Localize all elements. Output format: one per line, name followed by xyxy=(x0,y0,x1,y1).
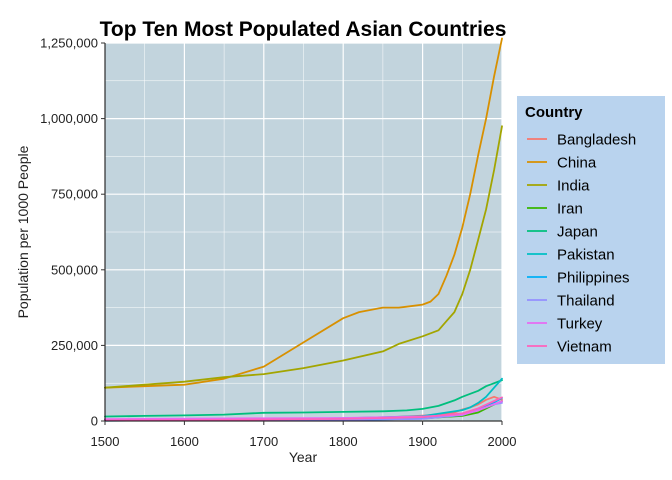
y-tick-label: 0 xyxy=(91,414,98,429)
legend-item-pakistan: Pakistan xyxy=(527,247,615,264)
x-axis-title: Year xyxy=(289,449,318,465)
chart-title: Top Ten Most Populated Asian Countries xyxy=(100,18,507,41)
legend-item-thailand: Thailand xyxy=(527,293,615,310)
legend-item-turkey: Turkey xyxy=(527,316,603,333)
legend-item-india: India xyxy=(527,178,590,195)
series-line-china xyxy=(104,37,503,389)
y-tick-label: 500,000 xyxy=(51,262,98,277)
series-line-japan xyxy=(104,379,503,418)
legend-item-philippines: Philippines xyxy=(527,270,630,287)
legend-label: Japan xyxy=(557,224,598,241)
legend-label: China xyxy=(557,155,597,172)
legend-title: Country xyxy=(525,104,583,121)
legend-label: Philippines xyxy=(557,270,630,287)
x-tick-label: 2000 xyxy=(488,434,517,449)
x-tick-label: 1700 xyxy=(249,434,278,449)
legend-item-vietnam: Vietnam xyxy=(527,339,612,356)
x-tick-label: 1800 xyxy=(329,434,358,449)
legend: Country Bangladesh China India Iran Japan Pak… xyxy=(517,96,665,364)
legend-item-china: China xyxy=(527,155,597,172)
series-lines xyxy=(104,37,503,422)
legend-box xyxy=(517,96,665,364)
legend-label: India xyxy=(557,178,590,195)
x-tick-label: 1900 xyxy=(408,434,437,449)
grid-lines xyxy=(104,42,503,422)
x-tick-label: 1500 xyxy=(91,434,120,449)
x-axis-ticks: 1500 1600 1700 1800 1900 2000 xyxy=(91,421,517,449)
legend-label: Thailand xyxy=(557,293,615,310)
series-line-india xyxy=(104,125,503,389)
y-tick-label: 1,000,000 xyxy=(40,111,98,126)
legend-item-japan: Japan xyxy=(527,224,598,241)
legend-label: Iran xyxy=(557,201,583,218)
series-line-vietnam xyxy=(104,396,503,422)
y-axis-ticks: 0 250,000 500,000 750,000 1,000,000 1,250,000 xyxy=(40,36,105,429)
legend-label: Bangladesh xyxy=(557,132,636,149)
legend-items: Bangladesh China India Iran Japan Pakistan Phi… xyxy=(527,132,636,356)
y-tick-label: 750,000 xyxy=(51,187,98,202)
y-tick-label: 1,250,000 xyxy=(40,36,98,51)
y-tick-label: 250,000 xyxy=(51,338,98,353)
legend-item-bangladesh: Bangladesh xyxy=(527,132,636,149)
y-axis-title: Population per 1000 People xyxy=(15,145,31,318)
x-tick-label: 1600 xyxy=(170,434,199,449)
legend-label: Vietnam xyxy=(557,339,612,356)
legend-item-iran: Iran xyxy=(527,201,583,218)
legend-label: Pakistan xyxy=(557,247,615,264)
legend-label: Turkey xyxy=(557,316,603,333)
